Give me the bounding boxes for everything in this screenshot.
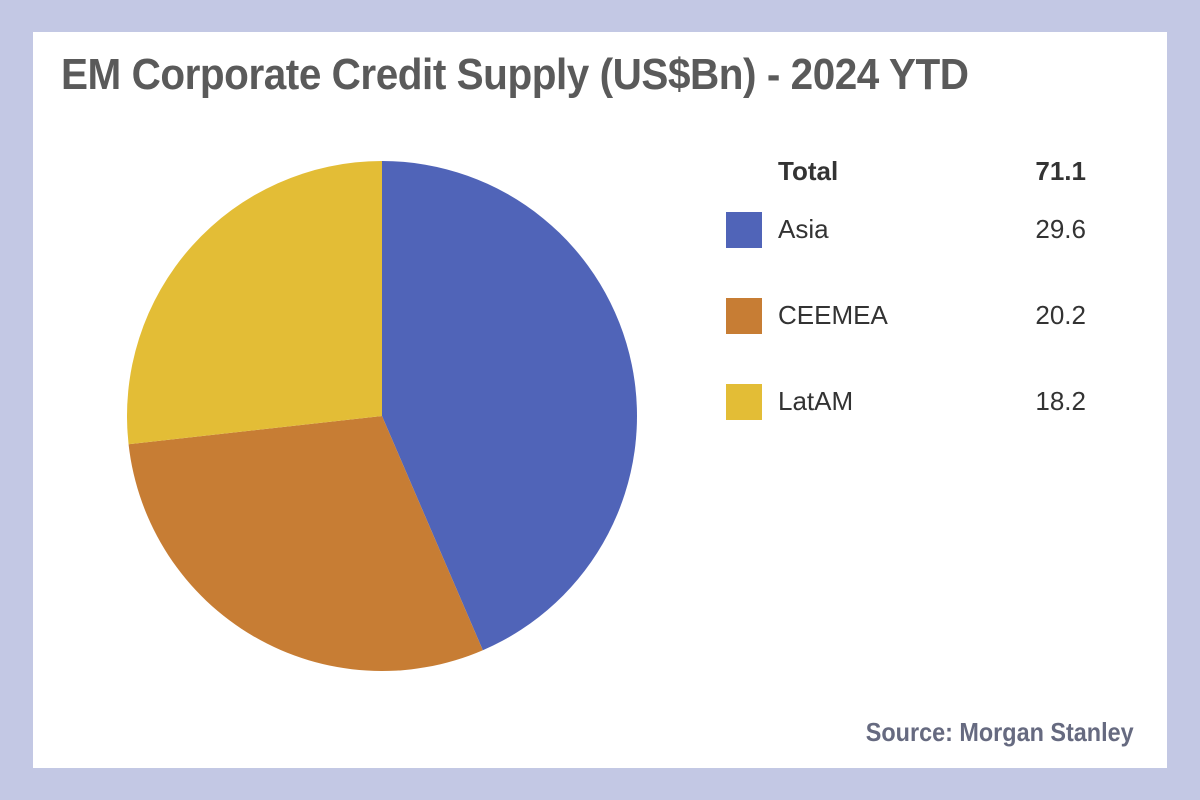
legend-label-latam: LatAM (778, 386, 854, 416)
legend-value-ceemea: 20.2 (1035, 300, 1086, 330)
legend-item-latam: LatAM 18.2 (726, 382, 1086, 468)
chart-title: EM Corporate Credit Supply (US$Bn) - 202… (61, 50, 969, 99)
legend-swatch-asia (726, 212, 762, 248)
pie-chart (126, 161, 637, 671)
legend-label-asia: Asia (778, 214, 829, 244)
legend-value-asia: 29.6 (1035, 214, 1086, 244)
legend-total-row: Total 71.1 (726, 152, 1086, 210)
source-note: Source: Morgan Stanley (866, 717, 1134, 747)
pie-slice-asia (382, 161, 637, 651)
pie-slice-ceemea (128, 416, 483, 671)
legend-label-ceemea: CEEMEA (778, 300, 888, 330)
pie-slice-latam (126, 161, 382, 445)
legend-value-latam: 18.2 (1035, 386, 1086, 416)
legend-swatch-ceemea (726, 298, 762, 334)
legend: Total 71.1 Asia 29.6 CEEMEA 20.2 LatAM 1… (726, 152, 1086, 468)
legend-item-ceemea: CEEMEA 20.2 (726, 296, 1086, 382)
legend-total-value: 71.1 (1035, 156, 1086, 186)
legend-total-label: Total (778, 156, 839, 186)
legend-swatch-latam (726, 384, 762, 420)
chart-panel: EM Corporate Credit Supply (US$Bn) - 202… (33, 32, 1167, 768)
legend-item-asia: Asia 29.6 (726, 210, 1086, 296)
